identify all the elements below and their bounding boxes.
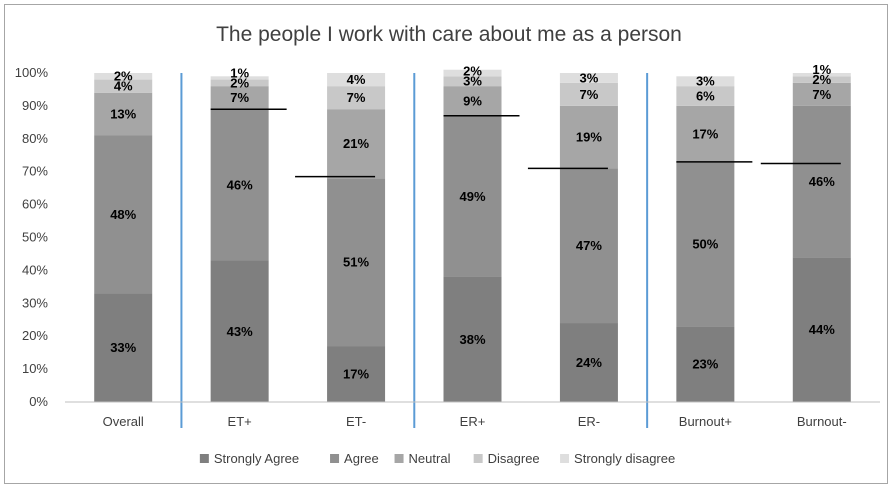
legend-swatch — [474, 454, 483, 463]
y-tick-label: 60% — [22, 197, 48, 212]
y-tick-label: 0% — [29, 394, 48, 409]
data-label: 3% — [580, 70, 599, 85]
bars-group: 33%48%13%4%2%43%46%7%2%1%17%51%21%7%4%38… — [94, 62, 851, 402]
legend-label: Agree — [344, 451, 379, 466]
legend-swatch — [330, 454, 339, 463]
data-label: 4% — [347, 72, 366, 87]
data-label: 51% — [343, 255, 369, 270]
x-tick-label: ET+ — [228, 414, 252, 429]
legend-label: Disagree — [488, 451, 540, 466]
x-axis: Overall ET+ ET- ER+ ER- Burnout+ Burnout- — [65, 402, 880, 429]
y-tick-label: 100% — [15, 65, 49, 80]
x-tick-label: Burnout+ — [679, 414, 732, 429]
y-tick-label: 40% — [22, 262, 48, 277]
data-label: 7% — [230, 90, 249, 105]
data-label: 2% — [114, 69, 133, 84]
data-label: 47% — [576, 238, 602, 253]
data-label: 1% — [812, 62, 831, 77]
x-tick-label: Overall — [103, 414, 144, 429]
legend-swatch — [395, 454, 404, 463]
data-label: 13% — [110, 107, 136, 122]
legend-label: Strongly Agree — [214, 451, 299, 466]
data-label: 50% — [692, 237, 718, 252]
x-tick-label: ER+ — [460, 414, 486, 429]
y-tick-label: 70% — [22, 164, 48, 179]
y-axis: 0% 10% 20% 30% 40% 50% 60% 70% 80% 90% 100% — [15, 65, 49, 409]
y-tick-label: 10% — [22, 361, 48, 376]
data-label: 3% — [696, 74, 715, 89]
legend-swatch — [200, 454, 209, 463]
y-tick-label: 30% — [22, 295, 48, 310]
y-tick-label: 50% — [22, 230, 48, 245]
legend: Strongly Agree Agree Neutral Disagree Strong… — [200, 451, 675, 466]
legend-label: Neutral — [409, 451, 451, 466]
data-label: 46% — [227, 177, 253, 192]
data-label: 1% — [230, 65, 249, 80]
data-label: 49% — [459, 189, 485, 204]
data-label: 21% — [343, 136, 369, 151]
data-label: 46% — [809, 174, 835, 189]
data-label: 43% — [227, 324, 253, 339]
data-label: 48% — [110, 207, 136, 222]
data-label: 7% — [812, 87, 831, 102]
x-tick-label: ET- — [346, 414, 366, 429]
legend-label: Strongly disagree — [574, 451, 675, 466]
data-label: 24% — [576, 355, 602, 370]
x-tick-label: Burnout- — [797, 414, 847, 429]
data-label: 9% — [463, 93, 482, 108]
chart-title: The people I work with care about me as … — [216, 23, 682, 46]
data-label: 7% — [347, 90, 366, 105]
data-label: 38% — [459, 332, 485, 347]
y-tick-label: 80% — [22, 131, 48, 146]
data-label: 17% — [692, 126, 718, 141]
data-label: 6% — [696, 89, 715, 104]
y-tick-label: 90% — [22, 98, 48, 113]
data-label: 44% — [809, 322, 835, 337]
reference-lines — [211, 109, 841, 176]
data-label: 7% — [580, 87, 599, 102]
data-label: 33% — [110, 340, 136, 355]
data-label: 19% — [576, 130, 602, 145]
data-label: 23% — [692, 357, 718, 372]
legend-swatch — [560, 454, 569, 463]
y-tick-label: 20% — [22, 328, 48, 343]
x-tick-label: ER- — [578, 414, 600, 429]
data-label: 17% — [343, 367, 369, 382]
data-label: 2% — [463, 64, 482, 79]
